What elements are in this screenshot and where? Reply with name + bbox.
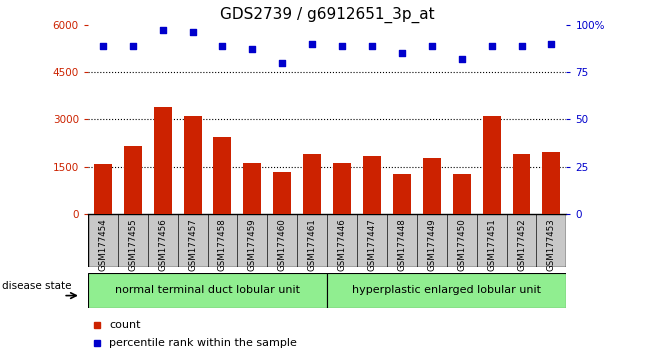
Bar	[243, 163, 261, 214]
Text: GSM177457: GSM177457	[188, 218, 197, 271]
Text: percentile rank within the sample: percentile rank within the sample	[109, 338, 298, 348]
Bar	[393, 174, 411, 214]
Bar	[452, 174, 471, 214]
Bar	[423, 158, 441, 214]
Text: GSM177455: GSM177455	[128, 218, 137, 271]
Bar	[327, 214, 357, 267]
Bar	[357, 214, 387, 267]
Bar	[447, 214, 477, 267]
Text: GSM177458: GSM177458	[218, 218, 227, 271]
Point	[367, 43, 377, 48]
Text: GSM177460: GSM177460	[278, 218, 287, 271]
Bar	[208, 214, 238, 267]
Text: count: count	[109, 320, 141, 330]
Bar	[154, 107, 172, 214]
Bar	[178, 214, 208, 267]
Bar	[124, 146, 142, 214]
Title: GDS2739 / g6912651_3p_at: GDS2739 / g6912651_3p_at	[220, 7, 434, 23]
Point	[307, 41, 318, 46]
Bar	[512, 154, 531, 214]
Text: GSM177451: GSM177451	[487, 218, 496, 271]
Point	[516, 43, 527, 48]
Text: GSM177461: GSM177461	[308, 218, 316, 271]
Point	[98, 43, 108, 48]
Bar	[477, 214, 506, 267]
Text: GSM177459: GSM177459	[248, 218, 257, 271]
Bar	[327, 273, 566, 308]
Text: normal terminal duct lobular unit: normal terminal duct lobular unit	[115, 285, 300, 295]
Text: GSM177456: GSM177456	[158, 218, 167, 271]
Point	[456, 56, 467, 62]
Point	[128, 43, 138, 48]
Text: GSM177447: GSM177447	[367, 218, 376, 271]
Point	[158, 28, 168, 33]
Bar	[273, 172, 291, 214]
Text: GSM177446: GSM177446	[338, 218, 346, 271]
Point	[337, 43, 347, 48]
Point	[546, 41, 557, 46]
Point	[187, 29, 198, 35]
Point	[426, 43, 437, 48]
Bar	[88, 273, 327, 308]
Point	[396, 50, 407, 56]
Bar	[88, 214, 118, 267]
Bar	[363, 156, 381, 214]
Text: GSM177453: GSM177453	[547, 218, 556, 271]
Point	[486, 43, 497, 48]
Text: GSM177454: GSM177454	[98, 218, 107, 271]
Bar	[148, 214, 178, 267]
Bar	[506, 214, 536, 267]
Bar	[536, 214, 566, 267]
Bar	[214, 137, 232, 214]
Text: disease state: disease state	[2, 281, 71, 291]
Bar	[268, 214, 298, 267]
Bar	[542, 152, 561, 214]
Point	[217, 43, 228, 48]
Bar	[298, 214, 327, 267]
Bar	[94, 164, 112, 214]
Bar	[417, 214, 447, 267]
Bar	[303, 154, 321, 214]
Text: hyperplastic enlarged lobular unit: hyperplastic enlarged lobular unit	[352, 285, 541, 295]
Bar	[482, 116, 501, 214]
Text: GSM177452: GSM177452	[517, 218, 526, 271]
Bar	[238, 214, 268, 267]
Bar	[118, 214, 148, 267]
Bar	[333, 163, 351, 214]
Point	[247, 47, 258, 52]
Point	[277, 60, 288, 65]
Text: GSM177450: GSM177450	[457, 218, 466, 271]
Bar	[184, 116, 202, 214]
Text: GSM177449: GSM177449	[427, 218, 436, 271]
Text: GSM177448: GSM177448	[397, 218, 406, 271]
Bar	[387, 214, 417, 267]
